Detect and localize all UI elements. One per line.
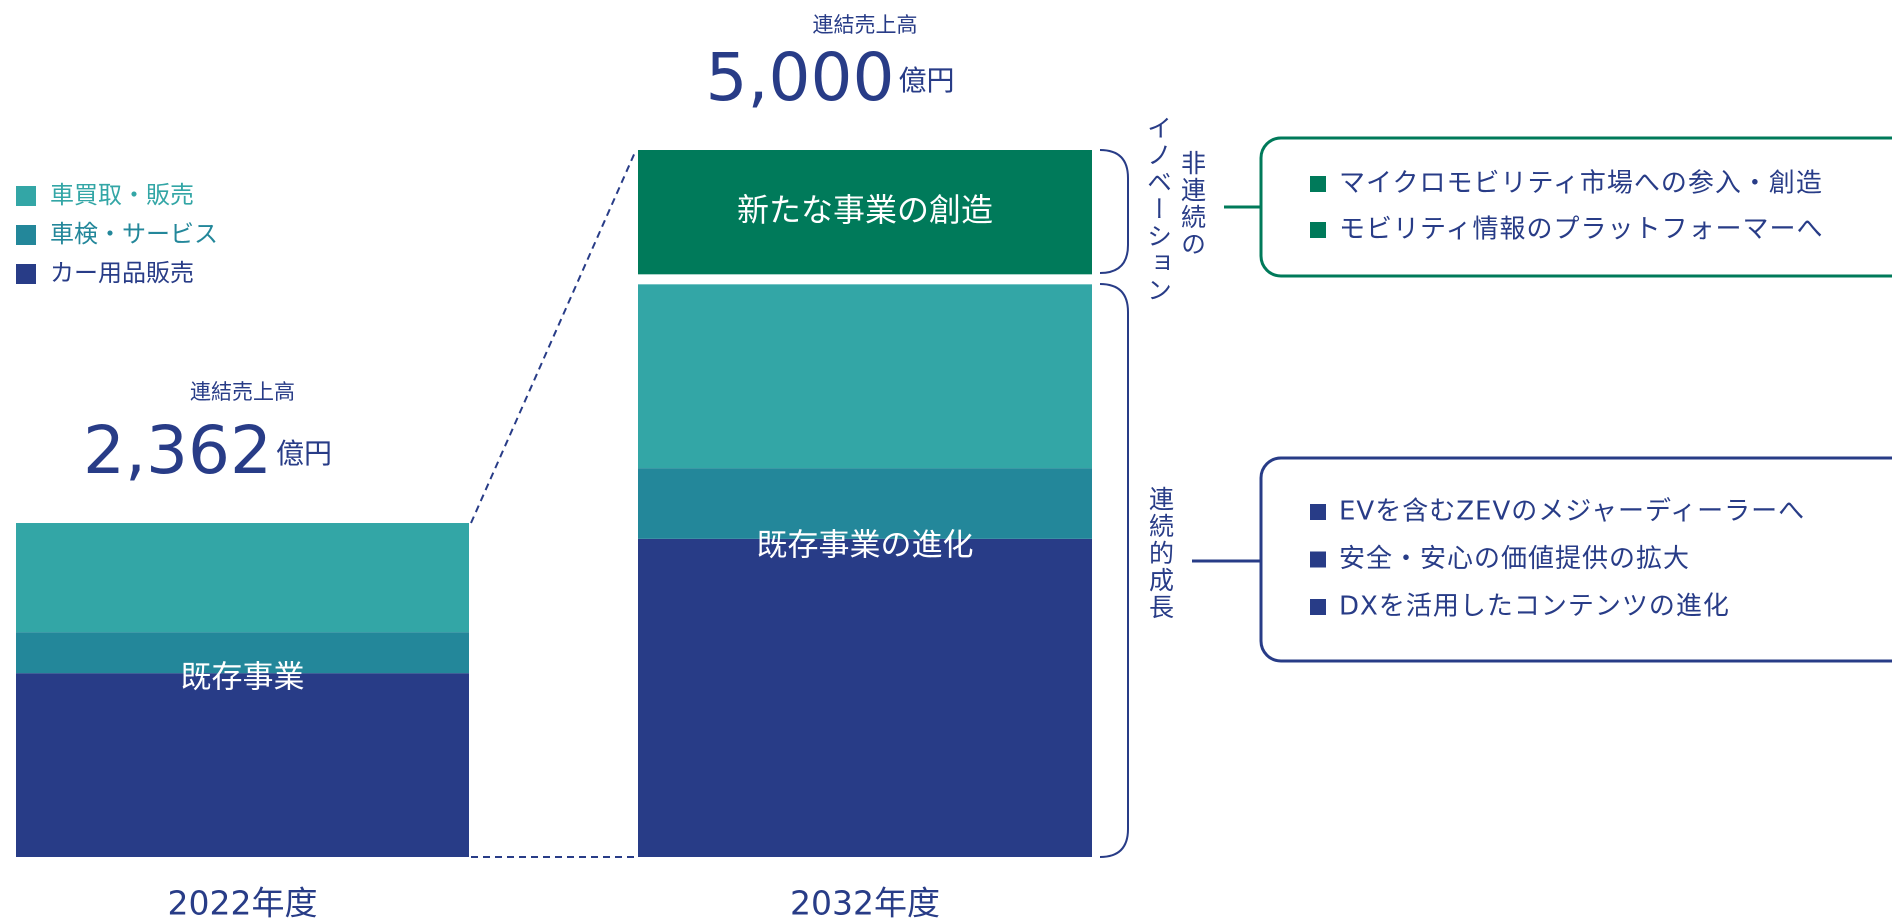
connector [470, 149, 637, 524]
bracket-label: 連続的成長 [1146, 486, 1175, 621]
legend-label: 車検・サービス [50, 220, 218, 248]
info-item: マイクロモビリティ市場への参入・創造 [1339, 169, 1823, 199]
new-business-segment [638, 150, 1092, 275]
total-value: 2,362 億円 [83, 412, 332, 489]
new-business-label: 新たな事業の創造 [737, 191, 993, 229]
info-item: モビリティ情報のプラットフォーマーへ [1339, 215, 1823, 245]
total-unit: 億円 [276, 437, 332, 470]
bar-segment [638, 538, 1092, 857]
legend-swatch [16, 225, 36, 245]
total-caption: 連結売上高 [813, 13, 918, 37]
total-unit: 億円 [898, 64, 954, 97]
info-item: 安全・安心の価値提供の拡大 [1339, 544, 1690, 574]
bar-segment [16, 523, 469, 633]
info-box [1259, 136, 1892, 278]
bar-segment [16, 673, 469, 857]
legend-label: カー用品販売 [50, 259, 194, 287]
legend-swatch [16, 264, 36, 284]
legend-swatch [16, 186, 36, 206]
bar-segment [638, 284, 1092, 469]
info-item: DXを活用したコンテンツの進化 [1339, 592, 1730, 622]
bullet [1310, 599, 1326, 615]
x-tick-label: 2032年度 [790, 884, 940, 921]
total-number: 5,000 [706, 39, 895, 116]
bar-segment [638, 468, 1092, 539]
bullet [1310, 222, 1326, 238]
bullet [1310, 551, 1326, 568]
x-tick-label: 2022年度 [168, 884, 318, 921]
bracket-label: イノベーション [1144, 115, 1173, 304]
bar-segment [16, 632, 469, 674]
bullet [1310, 176, 1326, 192]
legend-label: 車買取・販売 [50, 181, 194, 209]
total-caption: 連結売上高 [190, 380, 295, 404]
bracket [1099, 149, 1129, 274]
info-box [1259, 456, 1892, 663]
bar-label: 既存事業の進化 [757, 527, 974, 563]
bracket-label: 非連続の [1178, 150, 1207, 258]
total-number: 2,362 [83, 412, 272, 489]
bracket [1099, 283, 1129, 858]
bar-label: 既存事業 [181, 660, 305, 696]
info-item: EVを含むZEVのメジャーディーラーへ [1339, 497, 1805, 527]
bullet [1310, 504, 1326, 520]
total-value: 5,000 億円 [706, 39, 955, 116]
